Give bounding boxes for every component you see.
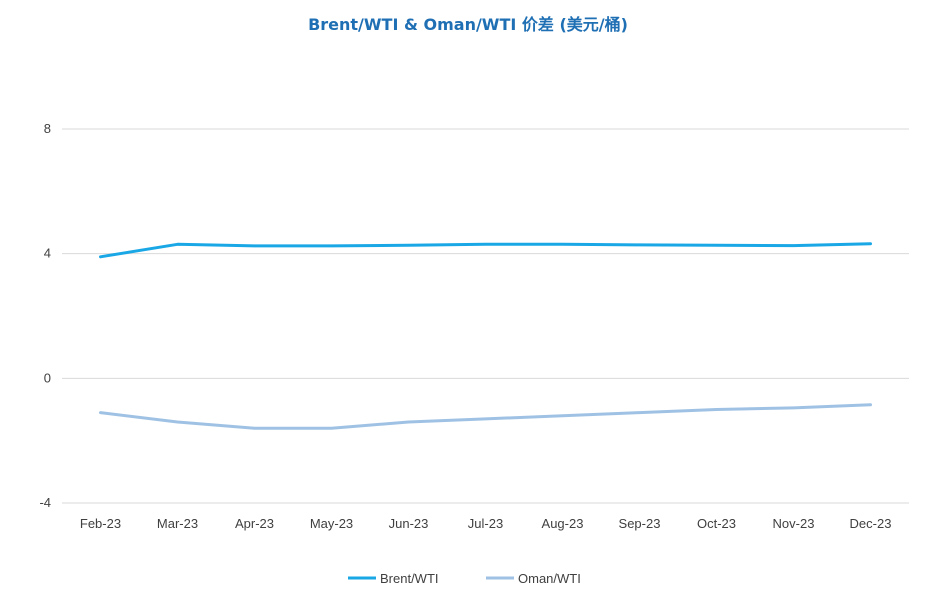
series-line-oman-wti (99, 403, 872, 430)
x-tick-label: Mar-23 (157, 516, 198, 531)
x-tick-label: Feb-23 (80, 516, 121, 531)
x-tick-label: Jul-23 (468, 516, 503, 531)
x-tick-label: Dec-23 (850, 516, 892, 531)
legend-label: Brent/WTI (380, 571, 439, 586)
x-tick-label: Nov-23 (773, 516, 815, 531)
legend: Brent/WTI Oman/WTI (348, 571, 581, 586)
series-layer (99, 242, 872, 430)
series-line-brent-wti (99, 242, 872, 259)
y-axis-ticks: 8 4 0 -4 (39, 121, 51, 510)
y-tick-label: 4 (44, 246, 51, 261)
chart-title: Brent/WTI & Oman/WTI 价差 (美元/桶) (308, 15, 628, 34)
x-tick-label: Jun-23 (389, 516, 429, 531)
x-tick-label: Sep-23 (619, 516, 661, 531)
x-tick-label: Apr-23 (235, 516, 274, 531)
y-tick-label: 8 (44, 121, 51, 136)
x-tick-label: May-23 (310, 516, 353, 531)
y-tick-label: 0 (44, 370, 51, 385)
x-axis-ticks: Feb-23 Mar-23 Apr-23 May-23 Jun-23 Jul-23 Aug-… (80, 516, 892, 531)
grid-layer (62, 128, 909, 504)
x-tick-label: Aug-23 (542, 516, 584, 531)
legend-label: Oman/WTI (518, 571, 581, 586)
x-tick-label: Oct-23 (697, 516, 736, 531)
y-tick-label: -4 (39, 495, 51, 510)
